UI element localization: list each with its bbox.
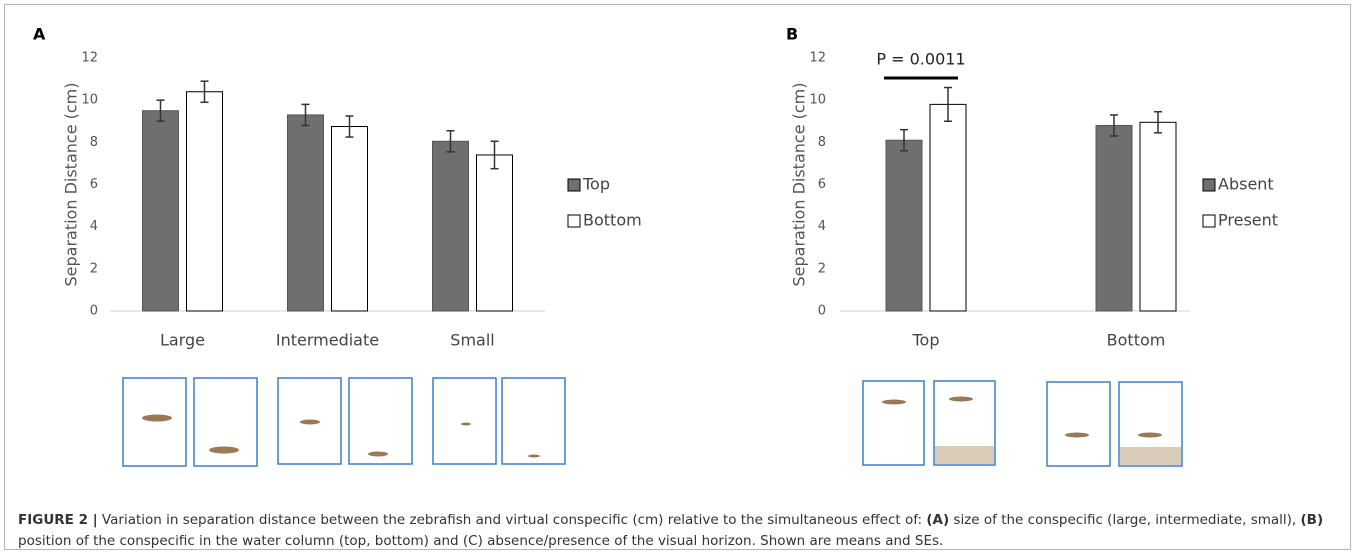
caption: FIGURE 2 | Variation in separation dista… [18,510,1343,552]
legend-label: Bottom [583,211,642,230]
figure: A Separation Distance (cm) 0 2 4 6 8 10 12 Large I… [0,0,1357,510]
y-tick-label: 10 [809,93,826,108]
y-tick-label: 0 [818,304,826,319]
x-tick-label: Top [912,331,940,350]
bar [886,140,922,311]
y-tick-label: 8 [818,135,826,150]
legend-swatch [568,215,580,227]
y-tick-label: 6 [818,177,826,192]
y-tick-label: 2 [90,261,98,276]
legend-label: Top [582,175,610,194]
bar [288,115,324,311]
bar [1096,125,1132,311]
legend-swatch [1203,215,1215,227]
caption-text: size of the conspecific (large, intermed… [949,512,1300,528]
panel-label: B [786,25,798,44]
caption-bold: (B) [1301,512,1324,528]
x-tick-label: Intermediate [276,331,379,350]
x-tick-label: Bottom [1107,331,1166,350]
y-tick-label: 12 [81,51,98,66]
annotation: P = 0.0011 [876,50,965,69]
y-tick-label: 0 [90,304,98,319]
legend-swatch [568,179,580,191]
caption-text: position of the conspecific in the water… [18,533,943,549]
chart: B Separation Distance (cm) 0 2 4 6 8 10 12 Top Bot… [786,25,1278,350]
panel-label: A [33,25,46,44]
legend-label: Absent [1218,175,1274,194]
caption-bold: (A) [926,512,949,528]
y-axis-label: Separation Distance (cm) [790,83,809,287]
stimulus-images [123,378,1182,466]
bar [332,127,368,311]
y-tick-label: 2 [818,261,826,276]
bar [1140,122,1176,311]
chart: A Separation Distance (cm) 0 2 4 6 8 10 12 Large I… [33,25,642,350]
legend-label: Present [1218,211,1278,230]
y-tick-label: 12 [809,51,826,66]
y-tick-label: 6 [90,177,98,192]
caption-label: FIGURE 2 | [18,512,98,528]
y-tick-label: 4 [818,219,826,234]
page: {"chart_data": [ {"type": "bar", "panel"… [0,0,1357,554]
legend-swatch [1203,179,1215,191]
y-tick-label: 4 [90,219,98,234]
bar [433,141,469,311]
x-tick-label: Large [160,331,205,350]
x-tick-label: Small [450,331,494,350]
caption-text: Variation in separation distance between… [98,512,927,528]
bar [143,111,179,311]
bar [187,92,223,311]
bar [477,155,513,311]
bar [930,104,966,311]
y-tick-label: 10 [81,93,98,108]
y-axis-label: Separation Distance (cm) [62,83,81,287]
y-tick-label: 8 [90,135,98,150]
